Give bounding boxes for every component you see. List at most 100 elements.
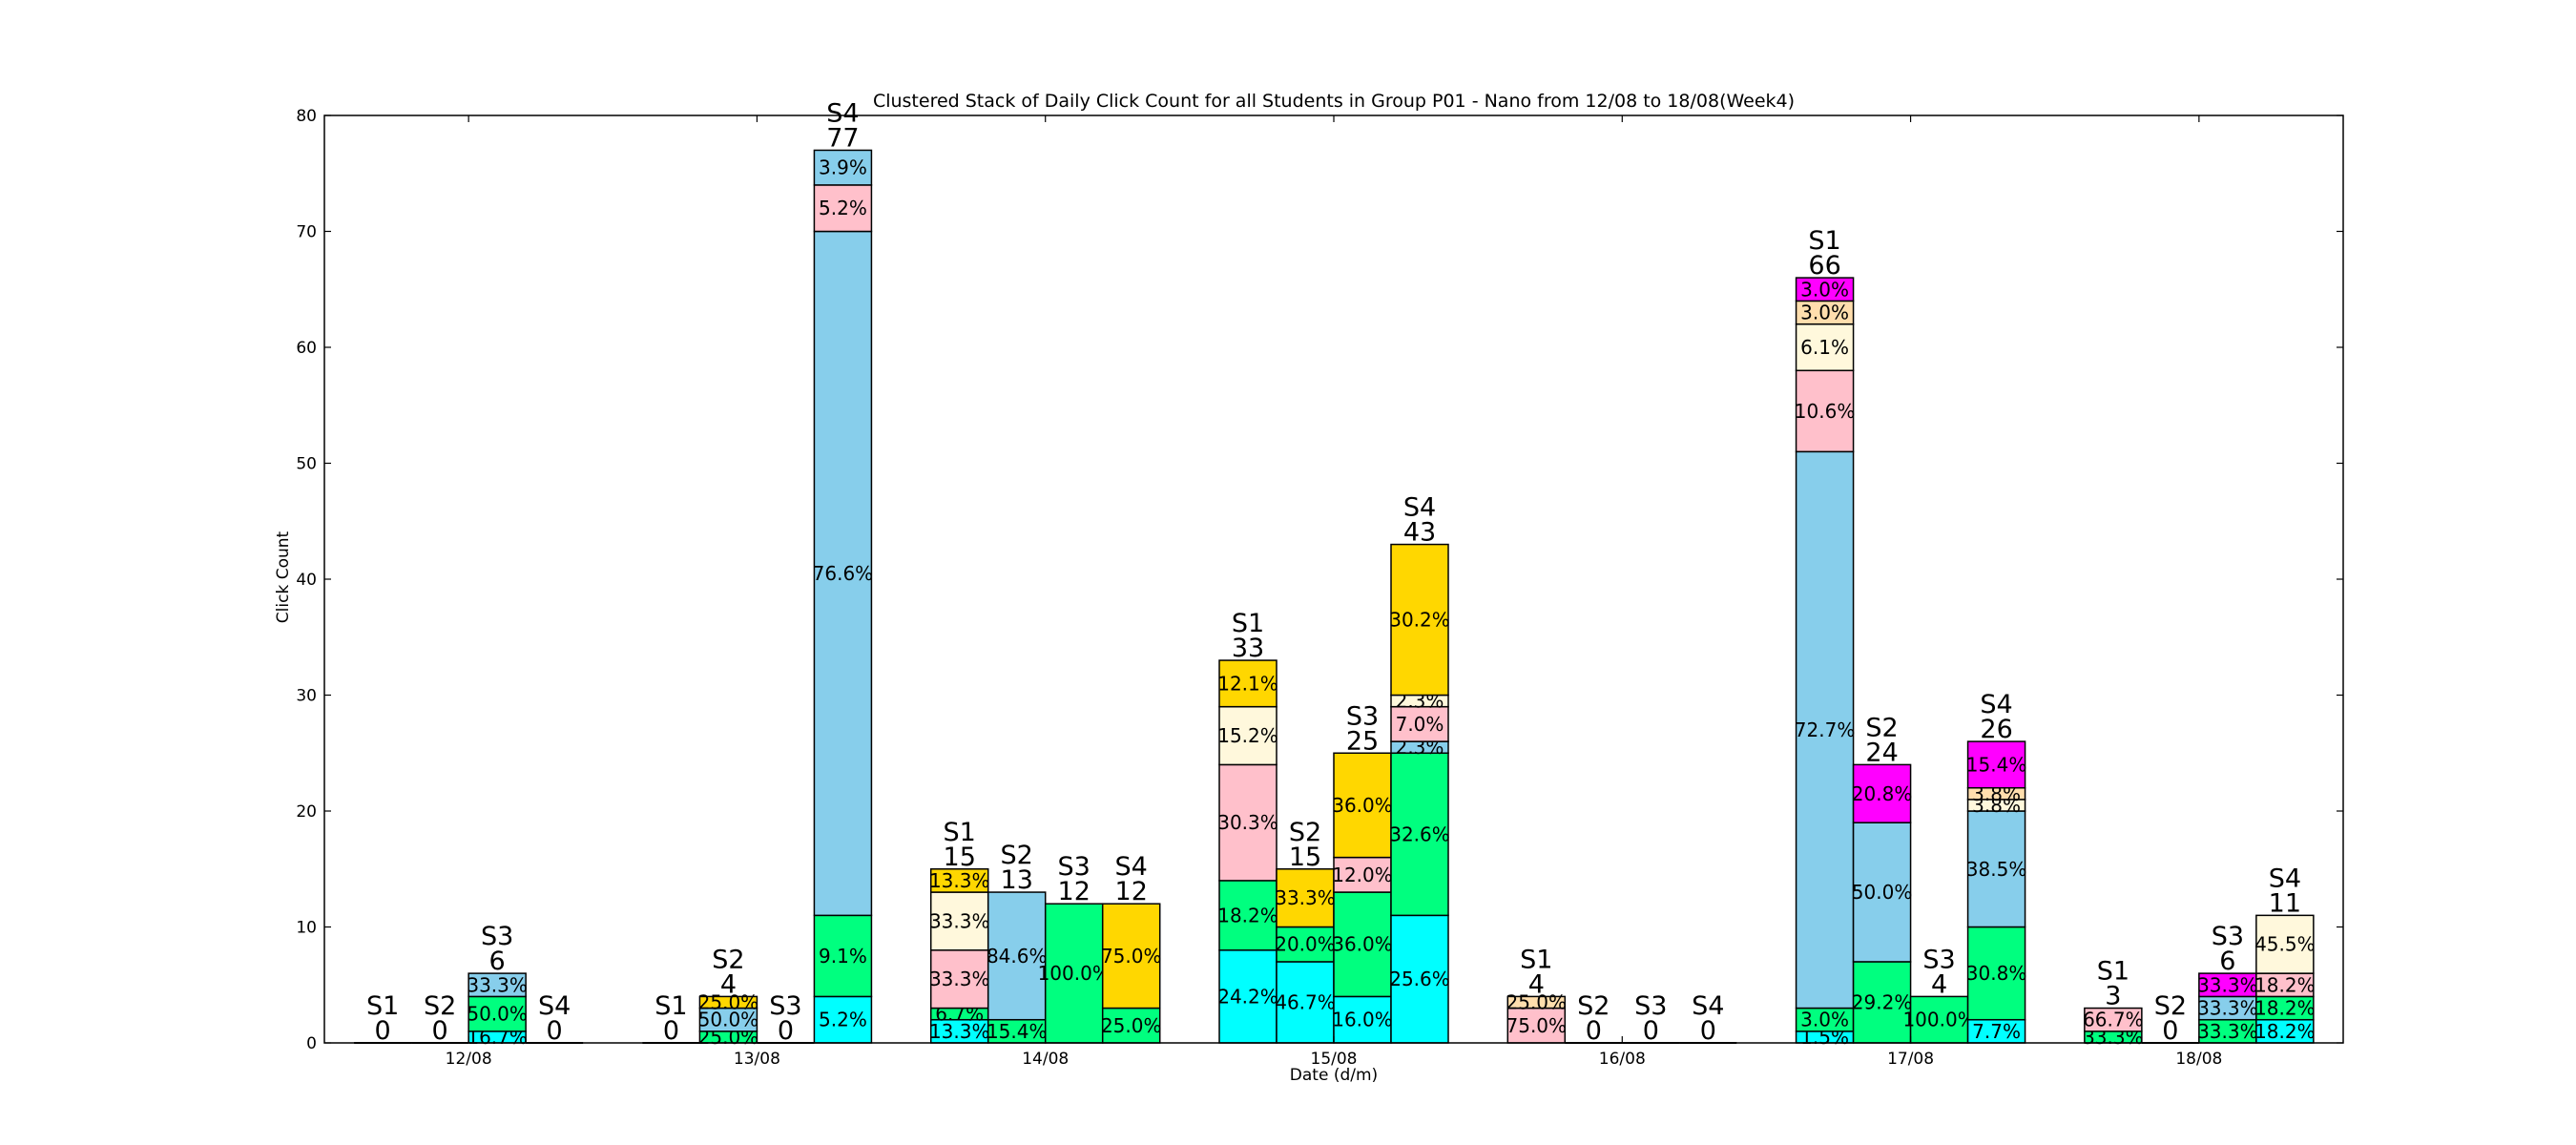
segment-percent-label: 46.7% <box>1275 990 1336 1013</box>
bar-student-label: S2 <box>424 991 456 1021</box>
bar-student-label: S3 <box>1058 852 1091 882</box>
bar-segment <box>1333 995 1392 1044</box>
bar-segment <box>1276 961 1335 1044</box>
segment-percent-label: 12.1% <box>1217 672 1278 695</box>
bar-segment <box>2255 972 2315 998</box>
segment-percent-label: 50.0% <box>698 1009 759 1031</box>
segment-percent-label: 20.0% <box>1275 933 1336 956</box>
bar-stack: 25.0%50.0%25.0%S24 <box>698 945 759 1049</box>
bar-segment <box>1276 868 1335 928</box>
bar-total-label: 4 <box>720 969 737 999</box>
y-tick-label: 30 <box>296 687 317 706</box>
bar-segment <box>1852 763 1912 823</box>
bar-student-label: S4 <box>2269 864 2301 893</box>
y-tick-label: 10 <box>296 919 317 938</box>
bar-total-label: 15 <box>944 843 976 872</box>
bar-segment <box>1218 949 1278 1044</box>
bar-segment <box>1909 995 1969 1044</box>
bar-segment <box>1795 1007 1855 1032</box>
segment-percent-label: 75.0% <box>1101 945 1162 968</box>
segment-percent-label: 100.0% <box>1902 1009 1975 1031</box>
segment-percent-label: 13.3% <box>929 1020 990 1043</box>
bar-segment <box>1218 880 1278 951</box>
bar-segment <box>467 995 527 1032</box>
bar-total-label: 0 <box>432 1016 448 1046</box>
bar-segment <box>2255 914 2315 974</box>
bar-segment <box>929 891 989 951</box>
bar-student-label: S3 <box>2212 922 2244 951</box>
bar-stack: S20 <box>1565 991 1623 1046</box>
bar-total-label: 12 <box>1058 877 1091 906</box>
x-axis-label: Date (d/m) <box>1290 1066 1378 1085</box>
bar-stack: S30 <box>1622 991 1680 1046</box>
bar-stack: S20 <box>2141 991 2199 1046</box>
bar-student-label: S1 <box>366 991 399 1021</box>
bar-total-label: 6 <box>2219 947 2235 976</box>
segment-percent-label: 15.2% <box>1217 724 1278 747</box>
bar-total-label: 15 <box>1289 843 1321 872</box>
segment-percent-label: 33.3% <box>467 973 528 996</box>
bar-segment <box>1390 543 1449 697</box>
segment-percent-label: 50.0% <box>467 1003 528 1026</box>
segment-percent-label: 7.0% <box>1396 713 1444 736</box>
segment-percent-label: 9.1% <box>819 945 867 968</box>
segment-percent-label: 84.6% <box>987 945 1048 968</box>
segment-percent-label: 15.4% <box>987 1020 1048 1043</box>
bar-student-label: S3 <box>1346 701 1379 731</box>
bar-total-label: 0 <box>778 1016 794 1046</box>
bar-total-label: 33 <box>1232 634 1264 663</box>
y-tick-label: 70 <box>296 223 317 242</box>
segment-percent-label: 25.0% <box>698 990 759 1013</box>
bar-segment <box>1333 856 1392 893</box>
bar-student-label: S2 <box>1289 818 1321 847</box>
y-tick-label: 80 <box>296 107 317 126</box>
segment-percent-label: 33.3% <box>1275 886 1336 909</box>
bar-segment <box>1101 1007 1161 1044</box>
y-tick-label: 50 <box>296 455 317 474</box>
bar-segment <box>2198 995 2257 1021</box>
bar-segment <box>467 972 527 998</box>
segment-percent-label: 18.2% <box>2254 1020 2316 1043</box>
x-tick-label: 15/08 <box>1311 1050 1358 1069</box>
bar-segment <box>1795 277 1855 302</box>
bar-segment <box>1795 369 1855 453</box>
bar-student-label: S4 <box>1980 690 2012 719</box>
bar-segment <box>1333 891 1392 998</box>
segment-percent-label: 33.3% <box>929 968 990 990</box>
bar-segment <box>1101 903 1161 1010</box>
segment-percent-label: 16.0% <box>1332 1009 1393 1031</box>
bar-stack: 75.0%25.0% S14 <box>1506 945 1567 1044</box>
segment-percent-label: 30.3% <box>1217 811 1278 834</box>
segment-percent-label: 45.5% <box>2254 933 2316 956</box>
bar-student-label: S4 <box>1403 493 1436 523</box>
y-tick-label: 0 <box>306 1034 317 1053</box>
segment-percent-label: 6.1% <box>1800 336 1849 359</box>
segment-percent-label: 24.2% <box>1217 985 1278 1008</box>
bar-total-label: 0 <box>547 1016 563 1046</box>
bar-student-label: S2 <box>2154 991 2187 1021</box>
bar-total-label: 12 <box>1115 877 1148 906</box>
bar-segment <box>929 868 989 893</box>
bar-segment <box>929 949 989 1010</box>
bar-segment <box>1966 810 2026 928</box>
segment-percent-label: 30.8% <box>1966 962 2027 985</box>
segment-percent-label: 25.0% <box>1101 1014 1162 1037</box>
bar-total-label: 24 <box>1865 738 1898 767</box>
segment-percent-label: 36.0% <box>1332 933 1393 956</box>
bar-student-label: S4 <box>1692 991 1724 1021</box>
segment-percent-label: 100.0% <box>1038 962 1111 985</box>
bar-stack: 100.0% S34 <box>1902 945 1976 1044</box>
bar-segment <box>2255 1018 2315 1044</box>
bar-student-label: S2 <box>1865 713 1898 742</box>
bar-student-label: S3 <box>1922 945 1955 974</box>
bar-total-label: 0 <box>2162 1016 2178 1046</box>
